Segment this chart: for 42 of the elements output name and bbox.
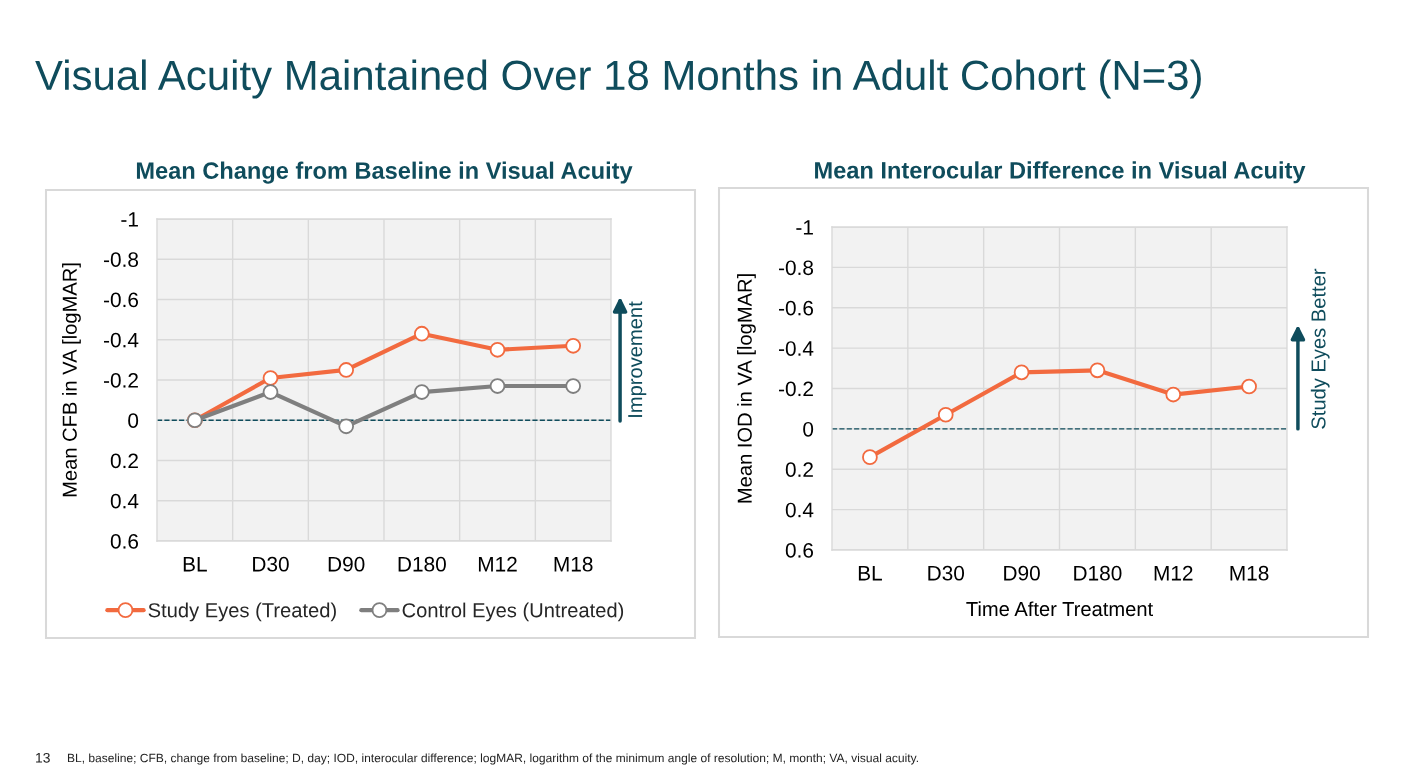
y-tick-label: -0.4 — [103, 332, 139, 348]
x-tick-label: D180 — [1074, 565, 1122, 581]
x-tick-label: D90 — [328, 556, 365, 572]
x-tick-label: D180 — [398, 556, 446, 572]
y-tick-label: 0.6 — [110, 534, 139, 549]
y-tick-label: -0.6 — [103, 292, 139, 308]
y-tick-label: -0.8 — [103, 252, 139, 267]
y-tick-label: 0 — [803, 421, 814, 437]
y-tick-label: -1 — [796, 220, 813, 235]
y-tick-label: -0.4 — [778, 341, 814, 356]
x-tick-label: D30 — [928, 565, 965, 581]
y-axis-title: Mean IOD in VA [logMAR] — [737, 274, 756, 503]
y-tick-label: -1 — [121, 212, 138, 227]
y-tick-label: 0.2 — [785, 462, 813, 477]
chart-title: Mean Interocular Difference in Visual Acuity — [815, 161, 1306, 184]
x-tick-label: D30 — [253, 556, 289, 572]
x-tick-label: BL — [858, 566, 882, 581]
x-tick-label: M12 — [1154, 565, 1193, 581]
legend-label: Control Eyes (Untreated) — [402, 602, 624, 622]
text: Visual Acuity Maintained Over 18 Months in Adult Cohort (N=3) — [35, 59, 1201, 99]
chart-title: Mean Change from Baseline in Visual Acuity — [136, 161, 633, 184]
x-tick-label: M12 — [478, 556, 517, 572]
text: Study Eyes Better — [1310, 268, 1330, 429]
y-axis-title: Mean CFB in VA [logMAR] — [62, 263, 81, 497]
text: BL, baseline; CFB, change from baseline; D, day; IOD, interocular difference; logMAR, logarithm of the minimum angle of resolution; M, month; VA, visual acuity. — [67, 753, 918, 765]
x-tick-label: D90 — [1004, 565, 1040, 581]
y-tick-label: -0.8 — [778, 260, 814, 276]
x-tick-label: M18 — [554, 556, 593, 572]
y-tick-label: -0.2 — [103, 373, 138, 388]
y-tick-label: 0.6 — [785, 543, 814, 558]
x-tick-label: M18 — [1230, 565, 1269, 581]
legend-label: Study Eyes (Treated) — [148, 602, 336, 622]
text: Improvement — [628, 301, 647, 417]
y-tick-label: -0.6 — [778, 300, 814, 316]
text: 13 — [36, 752, 50, 763]
y-tick-label: 0 — [128, 413, 139, 428]
y-tick-label: 0.4 — [785, 502, 814, 518]
x-axis-title: Time After Treatment — [966, 601, 1153, 617]
y-tick-label: -0.2 — [778, 381, 813, 397]
y-tick-label: 0.4 — [110, 493, 139, 509]
x-tick-label: BL — [183, 557, 207, 572]
y-tick-label: 0.2 — [110, 453, 138, 469]
